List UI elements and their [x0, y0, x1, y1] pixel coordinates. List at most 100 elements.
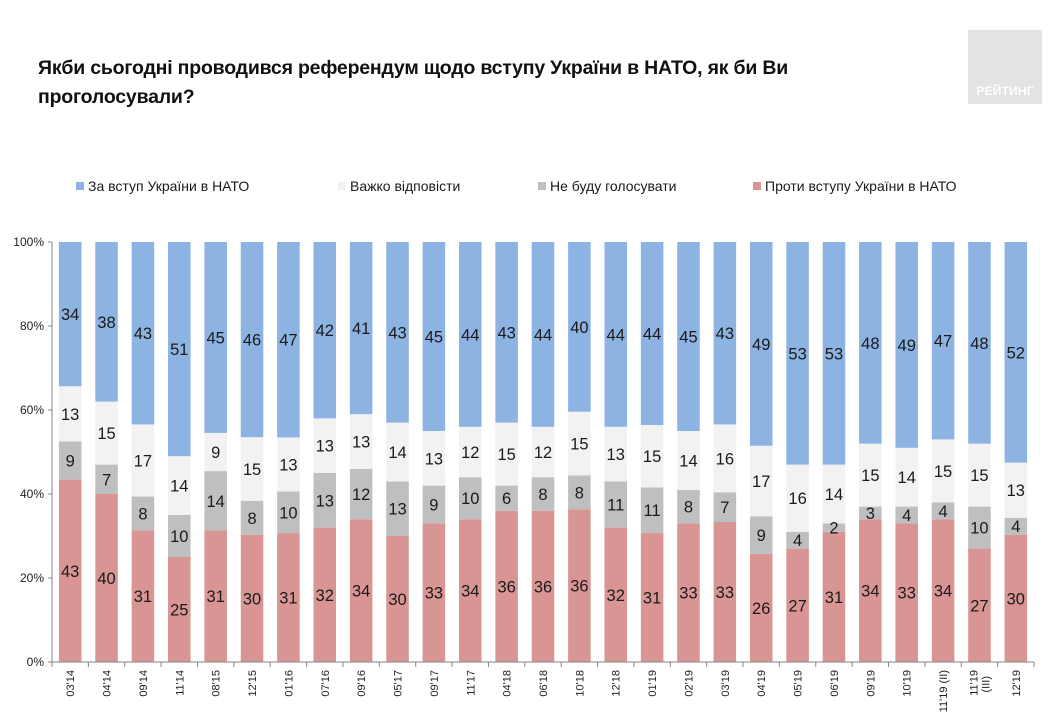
data-label-against: 32	[316, 587, 334, 605]
data-label-for: 49	[752, 336, 770, 354]
data-label-against: 34	[461, 583, 479, 601]
data-label-against: 43	[61, 563, 79, 581]
data-label-wont-vote: 8	[684, 499, 693, 517]
data-label-wont-vote: 10	[279, 504, 297, 522]
data-label-hard-to-say: 14	[388, 444, 406, 462]
bar-segment-for	[95, 242, 118, 402]
bar-segment-wont-vote	[240, 500, 264, 535]
bar-segment-hard-to-say	[1004, 462, 1028, 518]
data-label-wont-vote: 8	[575, 484, 584, 502]
data-label-against: 34	[861, 583, 879, 601]
data-label-hard-to-say: 15	[497, 446, 515, 464]
bar-segment-wont-vote	[131, 496, 155, 531]
data-label-wont-vote: 11	[644, 502, 661, 520]
data-label-hard-to-say: 14	[898, 469, 916, 487]
bar-segment-wont-vote	[749, 516, 773, 554]
bar-segment-hard-to-say	[531, 426, 555, 478]
bar-segment-against	[131, 530, 155, 662]
bars-layer	[58, 242, 1028, 662]
data-label-wont-vote: 7	[720, 499, 729, 517]
bar-segment-wont-vote	[95, 464, 118, 494]
data-label-hard-to-say: 13	[61, 406, 79, 424]
data-label-against: 31	[279, 590, 297, 608]
bar-segment-hard-to-say	[313, 418, 337, 473]
data-label-against: 32	[607, 587, 625, 605]
data-label-against: 36	[570, 578, 588, 596]
bar-segment-for	[713, 242, 737, 425]
data-label-for: 52	[1007, 344, 1025, 362]
bar-segment-wont-vote	[495, 485, 518, 511]
bar-segment-for	[968, 242, 991, 444]
bar-segment-for	[895, 242, 918, 448]
data-label-for: 44	[607, 326, 625, 344]
data-label-wont-vote: 14	[206, 493, 224, 511]
bar-segment-wont-vote	[786, 531, 809, 549]
data-label-against: 33	[898, 585, 916, 603]
bar-segment-for	[277, 242, 300, 438]
data-label-wont-vote: 9	[429, 497, 438, 515]
data-label-hard-to-say: 15	[643, 448, 661, 466]
data-label-hard-to-say: 13	[352, 434, 370, 452]
bar-segment-against	[458, 519, 482, 662]
legend-label-wont-vote: Не буду голосувати	[550, 178, 677, 194]
y-tick-label: 40%	[20, 487, 44, 501]
bar-segment-for	[168, 242, 191, 457]
chart-title-line-1: Якби сьогодні проводився референдум щодо…	[38, 57, 789, 79]
data-label-wont-vote: 11	[607, 497, 624, 515]
data-label-against: 30	[388, 591, 406, 609]
bar-segment-hard-to-say	[95, 401, 118, 465]
bar-segment-against	[1004, 534, 1028, 662]
data-label-for: 47	[279, 332, 297, 350]
data-label-for: 45	[425, 329, 443, 347]
data-label-for: 43	[134, 325, 152, 343]
data-label-hard-to-say: 15	[970, 467, 988, 485]
data-label-for: 48	[970, 335, 988, 353]
legend-swatch-hard-to-say	[338, 182, 346, 190]
data-label-against: 30	[243, 590, 261, 608]
legend-label-hard-to-say: Важко відповісти	[350, 178, 461, 194]
data-label-wont-vote: 8	[138, 506, 147, 524]
data-label-hard-to-say: 15	[861, 467, 879, 485]
bar-segment-against	[640, 533, 664, 662]
data-label-for: 48	[861, 335, 879, 353]
bar-segment-for	[204, 242, 227, 433]
data-label-wont-vote: 10	[970, 520, 988, 538]
bar-segment-against	[786, 548, 809, 662]
bar-segment-wont-vote	[1004, 517, 1028, 535]
data-label-against: 40	[97, 570, 115, 588]
data-label-hard-to-say: 14	[679, 452, 697, 470]
data-label-hard-to-say: 13	[279, 456, 297, 474]
bar-segment-hard-to-say	[749, 445, 773, 517]
bar-segment-hard-to-say	[422, 431, 446, 486]
data-label-wont-vote: 2	[829, 520, 838, 538]
x-tick-label: 12'19	[1011, 670, 1023, 697]
bar-segment-hard-to-say	[458, 426, 482, 478]
data-label-for: 34	[61, 306, 79, 324]
bar-segment-against	[277, 533, 300, 662]
bar-segment-against	[859, 519, 882, 662]
legend-swatch-wont-vote	[538, 182, 546, 190]
bar-segment-hard-to-say	[677, 431, 700, 490]
bar-segment-wont-vote	[895, 506, 918, 524]
bar-segment-hard-to-say	[640, 424, 664, 488]
x-tick-label: 08'15	[211, 670, 223, 697]
bar-segment-against	[240, 534, 264, 662]
x-tick-label: 10'19	[902, 670, 914, 697]
bar-segment-against	[386, 536, 409, 662]
data-label-hard-to-say: 16	[716, 450, 734, 468]
x-tick-label: 04'14	[102, 670, 114, 697]
bar-segment-wont-vote	[277, 491, 300, 534]
bar-segment-for	[458, 242, 482, 427]
data-label-hard-to-say: 17	[134, 452, 152, 470]
data-label-hard-to-say: 15	[97, 425, 115, 443]
bar-segment-for	[640, 242, 664, 425]
bar-segment-hard-to-say	[968, 443, 991, 507]
data-label-wont-vote: 12	[352, 486, 370, 504]
bar-segment-wont-vote	[677, 489, 700, 524]
data-label-for: 53	[825, 345, 843, 363]
data-label-wont-vote: 8	[247, 510, 256, 528]
x-tick-label: 05'19	[793, 670, 805, 697]
axes-layer: 0% 20% 40% 60% 80% 100% 03'14 04'14 09'14 11'14 08…	[13, 235, 1035, 712]
bar-segment-wont-vote	[822, 523, 846, 532]
data-label-wont-vote: 7	[102, 471, 111, 489]
